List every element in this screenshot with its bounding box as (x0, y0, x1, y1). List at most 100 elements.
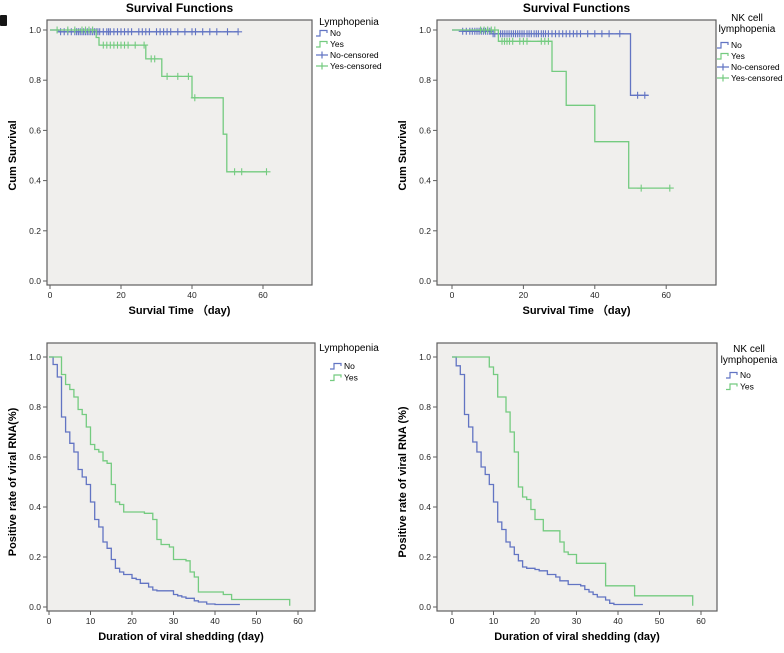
legend-title: lymphopenia (719, 24, 776, 35)
y-tick-label: 0.6 (29, 452, 41, 462)
y-tick-label: 0.6 (29, 125, 41, 135)
x-tick-label: 30 (572, 616, 582, 626)
y-tick-label: 1.0 (29, 352, 41, 362)
legend-symbol-step-no (316, 29, 328, 37)
km-curve-yes (452, 29, 670, 189)
x-tick-label: 40 (210, 616, 220, 626)
chart-svg-survival-lymphopenia: 0.0 0.2 0.4 0.6 0.8 1.0 0 20 40 60 Survival Functi… (7, 1, 382, 317)
x-tick-label: 20 (519, 290, 529, 300)
chart-svg-shedding-lymphopenia: 0.0 0.2 0.4 0.6 0.8 1.0 0 10 20 30 40 50 60 Duration … (7, 342, 379, 643)
scan-artifact-mark (0, 15, 7, 26)
plot-area (47, 20, 312, 285)
y-tick-label: 1.0 (419, 352, 431, 362)
x-tick-label: 50 (252, 616, 262, 626)
plot-area (437, 343, 717, 611)
legend-symbol-step-yes (316, 40, 328, 48)
x-tick-label: 0 (450, 290, 455, 300)
legend-item-label: Yes (330, 39, 344, 49)
x-tick-label: 10 (86, 616, 96, 626)
legend-title: NK cell (733, 344, 765, 355)
y-tick-label: 0.8 (29, 402, 41, 412)
y-tick-label: 0.6 (419, 452, 431, 462)
chart-title: Survival Functions (523, 1, 631, 15)
legend-item-label: Yes-censored (731, 73, 783, 83)
chart-svg-survival-nk-lymphopenia: 0.0 0.2 0.4 0.6 0.8 1.0 0 20 40 60 Survival Functi… (397, 1, 783, 317)
x-tick-label: 0 (47, 616, 52, 626)
plot-area (47, 343, 315, 611)
y-tick-label: 0.8 (29, 75, 41, 85)
legend-symbol-plus-yes (316, 62, 328, 70)
plot-area (437, 20, 716, 285)
legend-symbol-step-no (717, 41, 729, 49)
y-tick-label: 0.8 (419, 402, 431, 412)
x-tick-label: 30 (169, 616, 179, 626)
legend-item-label: Yes (344, 373, 358, 383)
legend-title: Lymphopenia (319, 17, 379, 28)
y-tick-label: 0.0 (29, 276, 41, 286)
y-tick-label: 0.4 (29, 176, 41, 186)
x-tick-label: 20 (127, 616, 137, 626)
y-tick-label: 0.0 (419, 276, 431, 286)
y-axis-label: Positive rate of viral RNA (%) (397, 406, 409, 558)
legend-symbol-plus-no (316, 51, 328, 59)
km-curve-no (452, 356, 643, 606)
x-tick-label: 60 (661, 290, 671, 300)
x-tick-label: 0 (48, 290, 53, 300)
legend-item-label: No (731, 40, 742, 50)
legend-symbol-step-yes (717, 52, 729, 60)
x-tick-label: 50 (655, 616, 665, 626)
legend-title: lymphopenia (721, 355, 778, 366)
legend-item-label: No (344, 361, 355, 371)
y-tick-label: 0.2 (29, 226, 41, 236)
x-tick-label: 20 (530, 616, 540, 626)
x-axis-label: Survial Time （day) (129, 304, 231, 317)
legend-symbol-step-yes (726, 383, 738, 391)
censor-marks-no (458, 27, 649, 99)
y-tick-label: 0.4 (29, 502, 41, 512)
y-tick-label: 0.4 (419, 176, 431, 186)
x-tick-label: 40 (590, 290, 600, 300)
y-axis-label: Cum Survival (397, 120, 409, 190)
legend-symbol-step-no (726, 371, 738, 379)
x-tick-label: 0 (450, 616, 455, 626)
panel-shedding-lymphopenia: 0.0 0.2 0.4 0.6 0.8 1.0 0 10 20 30 40 50 60 Duration … (0, 327, 392, 653)
y-axis-label: Positive rate of viral RNA(%) (7, 407, 19, 556)
x-axis-label: Survival Time （day) (522, 304, 630, 317)
legend-item-label: Yes-censored (330, 61, 382, 71)
x-tick-label: 60 (696, 616, 706, 626)
y-axis-label: Cum Survival (7, 120, 19, 190)
panel-survival-lymphopenia: 0.0 0.2 0.4 0.6 0.8 1.0 0 20 40 60 Survival Functi… (0, 0, 392, 326)
km-curve-yes (452, 356, 694, 606)
x-axis-label: Duration of viral shedding (day) (494, 631, 660, 643)
x-tick-label: 60 (293, 616, 303, 626)
y-tick-label: 1.0 (29, 25, 41, 35)
legend-item-label: No (330, 28, 341, 38)
x-tick-label: 10 (489, 616, 499, 626)
km-curve-no (49, 356, 240, 606)
x-axis-label: Duration of viral shedding (day) (98, 631, 264, 643)
y-tick-label: 1.0 (419, 25, 431, 35)
censor-marks-yes (53, 26, 271, 176)
km-curve-yes (49, 356, 291, 606)
legend-item-label: Yes (731, 51, 745, 61)
legend-symbol-step-yes (330, 374, 342, 382)
y-tick-label: 0.6 (419, 125, 431, 135)
censor-marks-yes (476, 26, 674, 192)
chart-svg-shedding-nk-lymphopenia: 0.0 0.2 0.4 0.6 0.8 1.0 0 10 20 30 40 50 60 Duration … (397, 342, 778, 643)
y-tick-label: 0.2 (419, 552, 431, 562)
y-tick-label: 0.8 (419, 75, 431, 85)
x-tick-label: 20 (116, 290, 126, 300)
legend-title: NK cell (731, 13, 763, 24)
x-tick-label: 40 (613, 616, 623, 626)
y-tick-label: 0.0 (419, 602, 431, 612)
x-tick-label: 60 (258, 290, 268, 300)
y-tick-label: 0.4 (419, 502, 431, 512)
y-tick-label: 0.2 (419, 226, 431, 236)
plot-frame (46, 19, 313, 286)
legend-title: Lymphopenia (319, 343, 379, 354)
legend-item-label: No-censored (731, 62, 780, 72)
y-tick-label: 0.2 (29, 552, 41, 562)
legend-item-label: Yes (740, 382, 754, 392)
legend-symbol-plus-yes (717, 74, 729, 82)
